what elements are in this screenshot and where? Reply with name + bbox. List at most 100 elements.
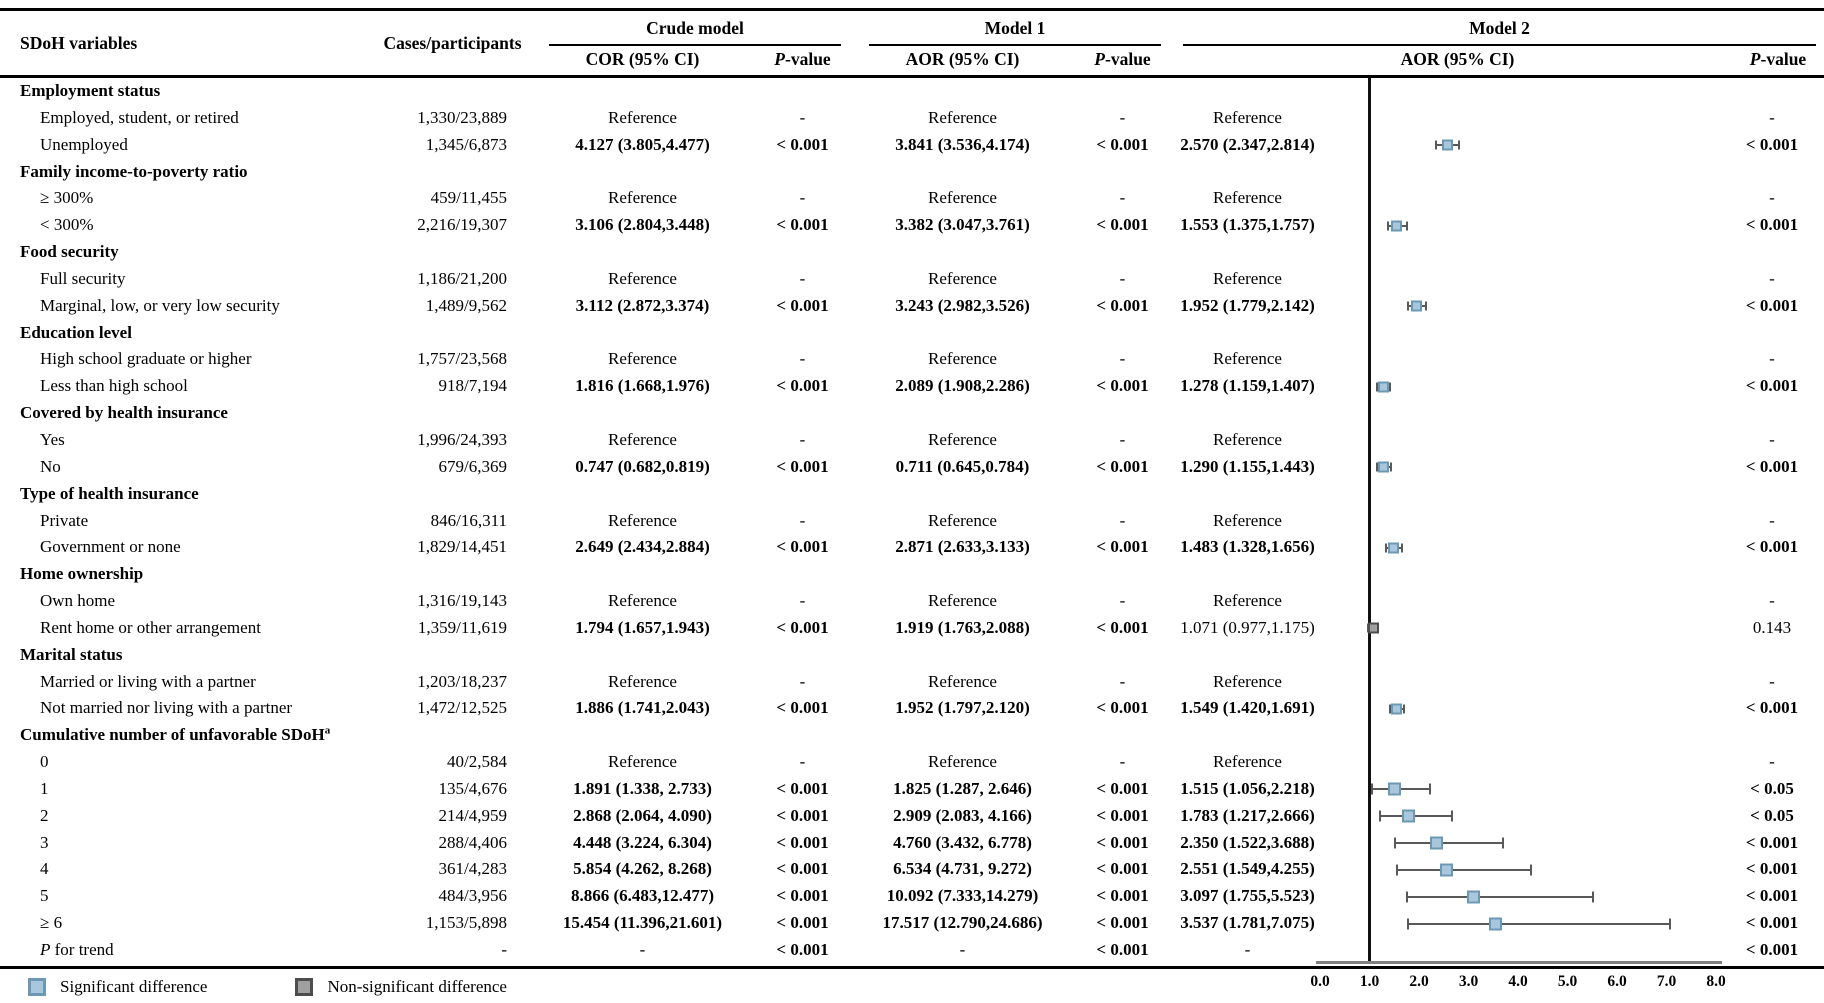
cell-cases-participants: 135/4,676 xyxy=(438,778,507,798)
cell-aor-model2: 1.278 (1.159,1.407) xyxy=(1180,376,1315,396)
cell-cor-p-value: < 0.001 xyxy=(776,456,829,476)
cell-aor-model2: 1.952 (1.779,2.142) xyxy=(1180,295,1315,315)
cell-aor-model1: Reference xyxy=(928,429,997,449)
column-header-p-value-model1: P -value xyxy=(1070,44,1175,75)
cell-aor-model2: 2.350 (1.522,3.688) xyxy=(1180,832,1315,852)
cell-cor-p-value: - xyxy=(799,429,806,449)
cell-aor-model2: 2.570 (2.347,2.814) xyxy=(1180,134,1315,154)
cell-cases-participants: 1,153/5,898 xyxy=(425,913,507,933)
cell-aor-model2-p-value xyxy=(1740,239,1824,266)
cell-aor-model1: 17.517 (12.790,24.686) xyxy=(882,913,1043,933)
cell-variable: ≥ 300% xyxy=(40,188,94,208)
cell-aor-model2-p-value: < 0.05 xyxy=(1750,805,1794,825)
cell-cor-p-value xyxy=(750,561,855,588)
cell-aor-model2 xyxy=(1175,722,1320,749)
ci-cap-high xyxy=(1458,140,1461,150)
ci-whisker xyxy=(1406,895,1594,898)
table-row: 0 40/2,584 Reference - Reference - Refer… xyxy=(0,749,1824,776)
table-row: 2 214/4,959 2.868 (2.064, 4.090) < 0.001… xyxy=(0,803,1824,830)
cell-cor: Reference xyxy=(608,107,677,127)
forest-marker-significant xyxy=(1391,703,1403,715)
cell-variable: Own home xyxy=(40,591,116,611)
cell-cases-participants: - xyxy=(501,940,507,959)
ci-cap-low xyxy=(1405,891,1408,903)
cell-aor-model1-p-value: < 0.001 xyxy=(1096,859,1149,879)
table-bottom-rule xyxy=(0,966,1824,969)
cell-aor-model1-p-value: - xyxy=(1119,510,1126,530)
forest-plot-cell xyxy=(1320,132,1740,159)
table-row: Rent home or other arrangement 1,359/11,… xyxy=(0,615,1824,642)
ci-cap-high xyxy=(1405,221,1408,231)
forest-marker-significant xyxy=(1439,863,1453,877)
ci-cap-high xyxy=(1402,704,1405,714)
cell-aor-model1-p-value: - xyxy=(1119,349,1126,369)
table-row: Type of health insurance xyxy=(0,481,1824,508)
cell-aor-model1: Reference xyxy=(928,188,997,208)
cell-cor xyxy=(535,239,750,266)
cell-cor: 3.112 (2.872,3.374) xyxy=(575,295,710,315)
cell-variable: Type of health insurance xyxy=(20,483,199,503)
cell-aor-model2: 2.551 (1.549,4.255) xyxy=(1180,859,1315,879)
forest-plot-cell xyxy=(1320,320,1740,347)
cell-variable: Home ownership xyxy=(20,564,144,584)
cell-aor-model2: 1.553 (1.375,1.757) xyxy=(1180,215,1315,235)
cell-variable: Not married nor living with a partner xyxy=(40,698,293,718)
cell-cases-participants xyxy=(370,722,535,749)
ci-cap-high xyxy=(1400,543,1403,553)
cell-cor-p-value: - xyxy=(799,268,806,288)
cell-variable: Employed, student, or retired xyxy=(40,107,239,127)
table-row: Employed, student, or retired 1,330/23,8… xyxy=(0,105,1824,132)
ci-cap-high xyxy=(1390,462,1393,472)
axis-tick-label: 4.0 xyxy=(1508,973,1528,990)
column-header-aor-ci-model2: AOR (95% CI) xyxy=(1400,49,1515,69)
cell-aor-model2: 1.071 (0.977,1.175) xyxy=(1180,617,1315,637)
forest-marker-significant xyxy=(1391,220,1403,232)
forest-plot-cell xyxy=(1320,481,1740,508)
forest-plot-cell xyxy=(1320,454,1740,481)
cell-aor-model1-p-value: < 0.001 xyxy=(1096,913,1149,933)
cell-aor-model2: Reference xyxy=(1213,188,1282,208)
cell-aor-model2-p-value xyxy=(1740,481,1824,508)
cell-cases-participants: 484/3,956 xyxy=(438,886,507,906)
cell-aor-model2 xyxy=(1175,481,1320,508)
cell-cor: Reference xyxy=(608,510,677,530)
cell-cor: 1.794 (1.657,1.943) xyxy=(575,617,710,637)
p-rest: -value xyxy=(1105,49,1151,69)
cell-variable: Government or none xyxy=(40,537,181,557)
table-row: ≥ 6 1,153/5,898 15.454 (11.396,21.601) <… xyxy=(0,910,1824,937)
cell-cases-participants: 1,330/23,889 xyxy=(417,107,507,127)
cell-cor-p-value xyxy=(750,239,855,266)
cell-variable: High school graduate or higher xyxy=(40,349,252,369)
cell-cor-p-value: < 0.001 xyxy=(776,617,829,637)
axis-tick-label: 0.0 xyxy=(1310,973,1330,990)
forest-plot-cell xyxy=(1320,239,1740,266)
cell-variable: Yes xyxy=(40,429,65,449)
group-header-crude-model-label: Crude model xyxy=(549,13,841,46)
table-row: Marginal, low, or very low security 1,48… xyxy=(0,293,1824,320)
p-italic: P xyxy=(1094,49,1105,69)
cell-variable: Private xyxy=(40,510,89,530)
ci-cap-low xyxy=(1384,543,1387,553)
column-header-sdoh-variables: SDoH variables xyxy=(20,32,138,53)
cell-aor-model1: Reference xyxy=(928,591,997,611)
cell-aor-model1-p-value: - xyxy=(1119,671,1126,691)
cell-cor: Reference xyxy=(608,188,677,208)
cell-aor-model1-p-value: < 0.001 xyxy=(1096,698,1149,718)
cell-aor-model2-p-value: - xyxy=(1769,752,1775,772)
legend-item-nonsignificant: Non-significant difference xyxy=(295,977,507,997)
cell-cor-p-value xyxy=(750,642,855,669)
cell-aor-model1 xyxy=(855,320,1070,347)
forest-plot-cell xyxy=(1320,212,1740,239)
cell-aor-model1: Reference xyxy=(928,349,997,369)
cell-cases-participants: 1,345/6,873 xyxy=(425,134,507,154)
table-row: Yes 1,996/24,393 Reference - Reference -… xyxy=(0,427,1824,454)
cell-aor-model1-p-value: < 0.001 xyxy=(1096,376,1149,396)
forest-plot-cell xyxy=(1320,669,1740,696)
forest-plot-cell xyxy=(1320,830,1740,857)
axis-tick-label: 5.0 xyxy=(1557,973,1578,990)
cell-cor-p-value: < 0.001 xyxy=(776,537,829,557)
cell-cor xyxy=(535,642,750,669)
table-rows: Employment status Employed, student, or … xyxy=(0,78,1824,964)
cell-cor xyxy=(535,320,750,347)
cell-cor: 15.454 (11.396,21.601) xyxy=(562,913,723,933)
